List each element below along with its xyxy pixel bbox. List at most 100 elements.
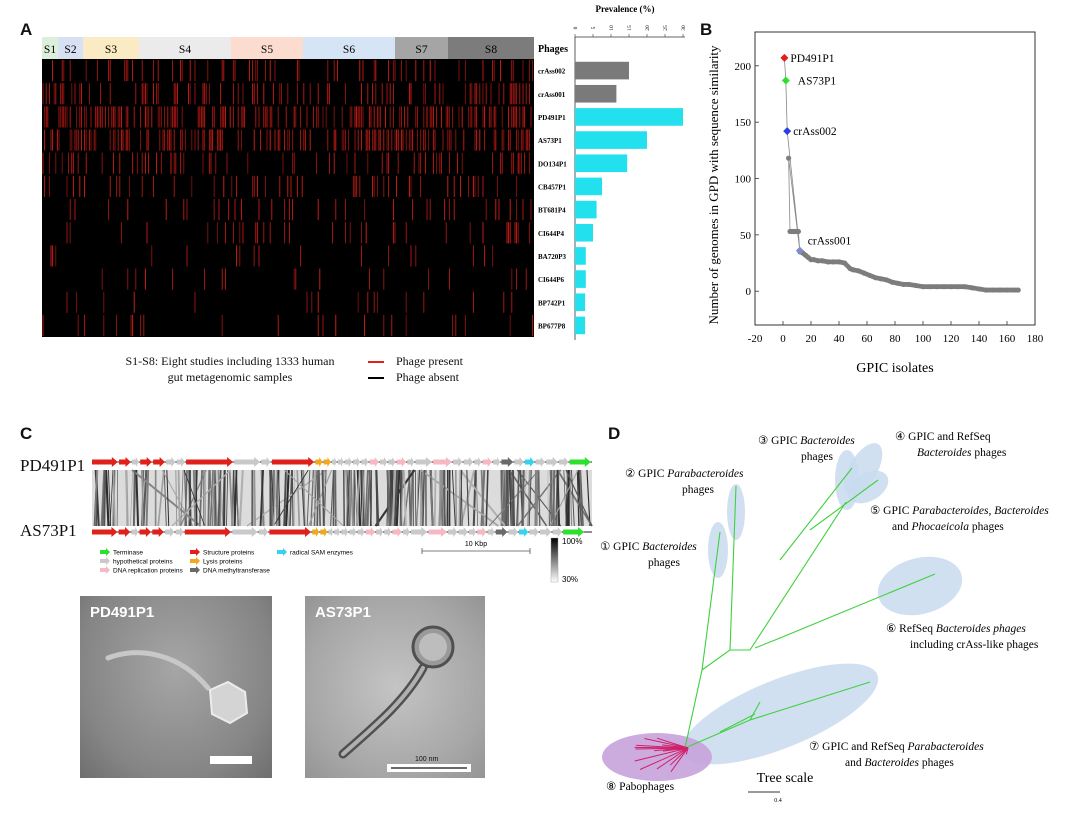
panel-letter-a: A — [20, 20, 33, 39]
synteny-link — [563, 469, 567, 527]
legend-swatch — [190, 557, 200, 565]
synteny-link — [222, 469, 226, 527]
synteny-link — [308, 469, 333, 527]
synteny-link — [386, 469, 391, 527]
synteny-link — [94, 469, 98, 527]
phage-label: crAss001 — [538, 91, 566, 99]
synteny-link — [238, 469, 244, 527]
gene-arrow — [569, 457, 591, 467]
gene-arrow — [529, 527, 539, 537]
gene-arrow — [411, 527, 428, 537]
data-point — [795, 228, 801, 235]
heatmap-background — [42, 59, 534, 337]
study-bar-s1 — [42, 37, 58, 59]
panel-d-phylogenetic-tree: ① GPIC Bacteroides phages ② GPIC Parabacte… — [600, 431, 1049, 804]
prevalence-bar — [575, 108, 683, 126]
labeled-point-text: PD491P1 — [790, 53, 834, 65]
y-tick-label: 150 — [735, 117, 752, 129]
micrograph-as73p1-drawing — [338, 625, 471, 772]
pabophage-branches — [634, 737, 689, 772]
panel-letter-c: C — [20, 424, 33, 443]
panel-letter-d: D — [608, 424, 621, 443]
similarity-low: 30% — [562, 575, 578, 584]
synteny-link — [579, 469, 584, 527]
x-tick-label: 40 — [834, 333, 846, 345]
synteny-link — [273, 469, 278, 527]
scatter-y-label: Number of genomes in GPD with sequence s… — [706, 45, 721, 325]
gene-arrow — [369, 457, 379, 467]
clade-label-7-line2: and Bacteroides phages — [845, 757, 954, 769]
gene-arrow — [92, 527, 118, 537]
synteny-link — [466, 469, 470, 527]
scatter-x-label: GPIC isolates — [856, 361, 933, 376]
x-tick-label: 140 — [971, 333, 988, 345]
gene-arrow — [175, 527, 184, 537]
synteny-link — [166, 469, 170, 527]
gene-arrow — [353, 457, 361, 467]
prevalence-tick-label: 30 — [681, 25, 687, 31]
gene-arrow — [334, 527, 341, 537]
study-bar-s2 — [58, 37, 83, 59]
gene-arrow — [315, 457, 323, 467]
synteny-link — [422, 469, 425, 527]
synteny-link — [346, 469, 350, 527]
phage-label: BT681P4 — [538, 207, 566, 215]
synteny-link — [228, 469, 234, 527]
prevalence-tick-label: 15 — [627, 25, 633, 31]
synteny-link — [209, 469, 214, 527]
labeled-point-crass001 — [795, 246, 804, 255]
tree-branches — [684, 467, 936, 749]
legend-present-swatch — [368, 361, 384, 364]
phage-tail — [105, 650, 211, 691]
study-bar-s6 — [303, 37, 395, 59]
gene-arrow — [131, 527, 139, 537]
synteny-link — [400, 469, 404, 527]
data-point — [786, 155, 792, 161]
gene-arrow — [546, 457, 558, 467]
x-tick-label: 20 — [806, 333, 818, 345]
legend-swatch — [100, 557, 110, 565]
micrograph-pd491p1: PD491P1 — [80, 596, 272, 778]
y-tick-label: 50 — [740, 230, 752, 242]
clade-label-6: ⑥ RefSeq Bacteroides phages — [886, 623, 1026, 635]
legend-swatch — [100, 548, 110, 556]
pabophage-branch — [634, 747, 689, 762]
synteny-link — [273, 469, 309, 527]
synteny-link — [508, 469, 512, 527]
synteny-link — [345, 469, 349, 527]
gene-arrow — [388, 457, 396, 467]
pabophage-branch — [672, 745, 689, 749]
gene-arrow — [232, 527, 258, 537]
prevalence-tick-label: 10 — [609, 25, 615, 31]
prevalence-bar — [575, 61, 629, 80]
synteny-link — [183, 469, 188, 527]
legend-label: Structure proteins — [203, 550, 255, 557]
x-tick-label: -20 — [748, 333, 763, 345]
prevalence-bar — [575, 293, 586, 312]
gene-arrow — [402, 527, 410, 537]
prevalence-bar — [575, 84, 617, 103]
clade-label-1: ① GPIC Bacteroides — [600, 541, 697, 553]
synteny-link — [459, 469, 463, 527]
labeled-point-crass002 — [783, 127, 792, 136]
gene-arrow — [131, 457, 140, 467]
synteny-link — [316, 469, 319, 527]
study-label-s2: S2 — [64, 44, 76, 56]
synteny-link — [364, 469, 369, 527]
data-point — [1015, 287, 1021, 293]
x-tick-label: 180 — [1027, 333, 1044, 345]
synteny-link — [300, 469, 305, 527]
clade-label-4-line2: Bacteroides phages — [917, 447, 1007, 459]
x-tick-label: 60 — [862, 333, 874, 345]
gene-arrow — [176, 457, 185, 467]
phage-label: BA720P3 — [538, 253, 567, 261]
synteny-link — [394, 469, 397, 527]
gene-arrow — [380, 457, 388, 467]
study-note-line2: gut metagenomic samples — [167, 370, 293, 384]
micrograph-left-label: PD491P1 — [90, 604, 155, 621]
scale-bar-label: 10 Kbp — [465, 541, 487, 548]
labeled-point-text: crAss002 — [793, 126, 837, 138]
prevalence-bar — [575, 154, 628, 173]
legend-label: hypothetical proteins — [113, 559, 173, 566]
clade-label-5: ⑤ GPIC Parabacteroides, Bacteroides — [870, 505, 1049, 517]
